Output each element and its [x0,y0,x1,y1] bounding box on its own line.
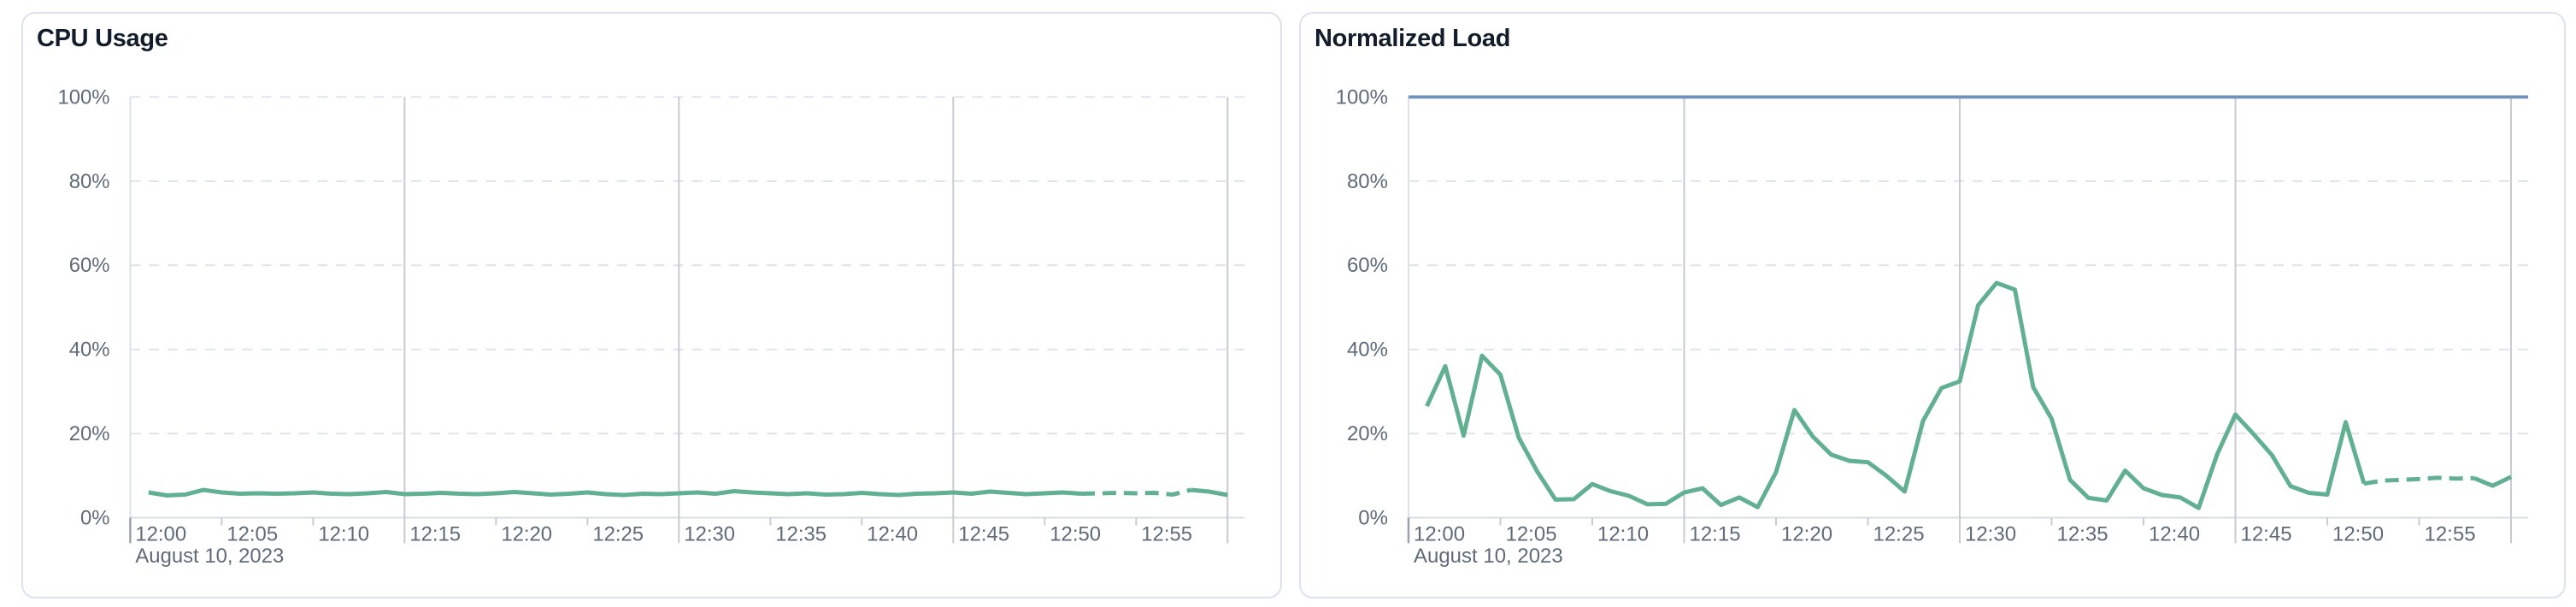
cpu-usage-card: CPU Usage 12:00 12:05 12:10 12:15 12:20 12:25… [21,12,1282,598]
svg-text:12:25: 12:25 [1873,522,1925,545]
svg-text:40%: 40% [69,339,110,362]
svg-text:12:55: 12:55 [2425,522,2476,545]
svg-text:20%: 20% [69,422,110,445]
svg-text:12:10: 12:10 [1597,522,1649,545]
svg-text:12:35: 12:35 [775,522,826,545]
svg-text:August 10, 2023: August 10, 2023 [1414,545,1563,568]
svg-text:100%: 100% [1336,85,1388,109]
svg-text:12:45: 12:45 [2241,522,2292,545]
svg-text:80%: 80% [69,170,110,193]
svg-text:12:05: 12:05 [226,522,278,545]
svg-text:12:10: 12:10 [318,522,369,545]
svg-text:12:35: 12:35 [2057,522,2108,545]
svg-text:12:55: 12:55 [1141,522,1192,545]
svg-text:12:25: 12:25 [592,522,644,545]
svg-text:12:30: 12:30 [1965,522,2016,545]
svg-text:12:40: 12:40 [2149,522,2200,545]
svg-text:12:15: 12:15 [409,522,461,545]
svg-text:12:00: 12:00 [1414,522,1465,545]
cpu-usage-chart[interactable]: 12:00 12:05 12:10 12:15 12:20 12:25 12:30 12:35… [23,14,1280,597]
svg-text:12:20: 12:20 [1781,522,1832,545]
svg-text:12:50: 12:50 [2332,522,2384,545]
svg-text:12:00: 12:00 [135,522,186,545]
svg-text:12:45: 12:45 [958,522,1009,545]
normalized-load-title: Normalized Load [1314,25,1511,52]
svg-text:60%: 60% [69,254,110,277]
svg-text:12:05: 12:05 [1506,522,1557,545]
svg-text:12:40: 12:40 [867,522,918,545]
svg-text:80%: 80% [1347,170,1388,193]
svg-text:12:30: 12:30 [684,522,735,545]
svg-text:August 10, 2023: August 10, 2023 [135,545,284,568]
svg-text:0%: 0% [80,507,110,530]
svg-text:60%: 60% [1347,254,1388,277]
svg-text:12:50: 12:50 [1050,522,1101,545]
svg-text:12:15: 12:15 [1690,522,1741,545]
svg-text:12:20: 12:20 [501,522,552,545]
svg-text:40%: 40% [1347,339,1388,362]
svg-text:20%: 20% [1347,422,1388,445]
svg-text:100%: 100% [57,85,109,109]
normalized-load-card: Normalized Load 12:00 12:05 12:10 12:15 12:2… [1299,12,2566,598]
cpu-usage-title: CPU Usage [37,25,168,52]
normalized-load-chart[interactable]: 12:00 12:05 12:10 12:15 12:20 12:25 12:30 12:35… [1301,14,2564,597]
svg-text:0%: 0% [1358,507,1388,530]
